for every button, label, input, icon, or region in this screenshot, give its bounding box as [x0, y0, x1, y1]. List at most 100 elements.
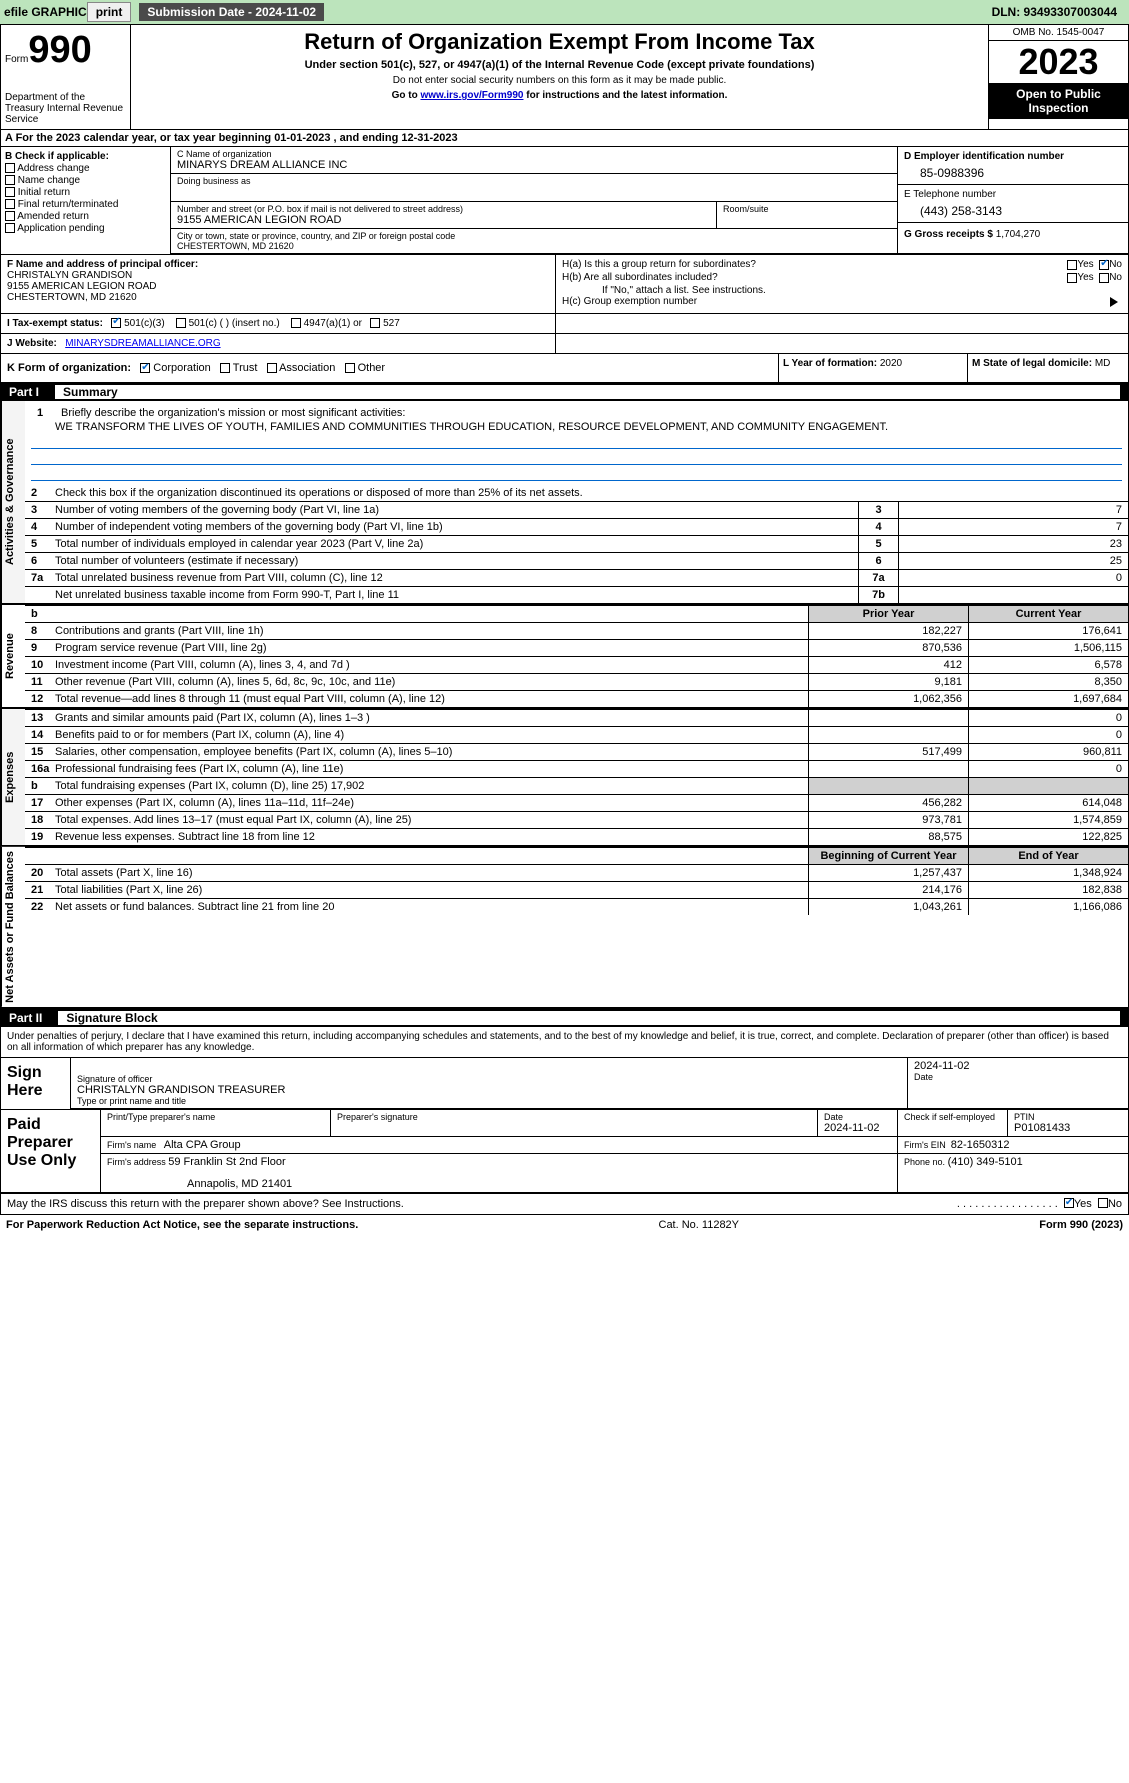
paid-preparer-area: Paid Preparer Use Only Print/Type prepar… — [1, 1110, 1128, 1194]
line2-label: Check this box if the organization disco… — [55, 487, 1122, 499]
lbl-4947: 4947(a)(1) or — [304, 318, 362, 329]
check-app-pending[interactable] — [5, 223, 15, 233]
j-row: J Website: MINARYSDREAMALLIANCE.ORG — [1, 334, 1128, 354]
hb-no-lbl: No — [1109, 272, 1122, 283]
firm-name-lbl: Firm's name — [107, 1140, 156, 1150]
hb-yes[interactable] — [1067, 273, 1077, 283]
print-button[interactable]: print — [87, 2, 132, 22]
r22c: 1,166,086 — [968, 899, 1128, 915]
form-subtitle-3: Go to www.irs.gov/Form990 for instructio… — [135, 90, 984, 101]
r18p: 973,781 — [808, 812, 968, 828]
check-501c[interactable] — [176, 318, 186, 328]
r21p: 214,176 — [808, 882, 968, 898]
arrow-icon — [1110, 297, 1118, 307]
submission-date: Submission Date - 2024-11-02 — [139, 3, 324, 21]
hdr-beg: Beginning of Current Year — [808, 848, 968, 864]
check-amended[interactable] — [5, 211, 15, 221]
may-no[interactable] — [1098, 1198, 1108, 1208]
sig-date: 2024-11-02 — [914, 1060, 1122, 1072]
vtab-ag: Activities & Governance — [1, 401, 25, 603]
l-label: L Year of formation: — [783, 358, 877, 369]
r17p: 456,282 — [808, 795, 968, 811]
addr-label: Number and street (or P.O. box if mail i… — [177, 204, 710, 214]
l20: Total assets (Part X, line 16) — [55, 867, 193, 879]
footer-right: Form 990 (2023) — [1039, 1219, 1123, 1231]
phone-label: E Telephone number — [904, 189, 1122, 200]
line6: Total number of volunteers (estimate if … — [55, 555, 298, 567]
officer-city: CHESTERTOWN, MD 21620 — [7, 292, 549, 303]
hb-no[interactable] — [1099, 273, 1109, 283]
r14p — [808, 727, 968, 743]
form-title: Return of Organization Exempt From Incom… — [135, 29, 984, 55]
check-initial-return[interactable] — [5, 187, 15, 197]
check-other[interactable] — [345, 363, 355, 373]
r19p: 88,575 — [808, 829, 968, 845]
paid-label: Paid Preparer Use Only — [1, 1110, 101, 1192]
ha-yes[interactable] — [1067, 260, 1077, 270]
l18: Total expenses. Add lines 13–17 (must eq… — [55, 814, 411, 826]
street-address: 9155 AMERICAN LEGION ROAD — [177, 214, 710, 226]
lbl-assoc: Association — [279, 362, 335, 374]
f-label: F Name and address of principal officer: — [7, 259, 549, 270]
may-yes[interactable] — [1064, 1198, 1074, 1208]
ptin-val: P01081433 — [1014, 1122, 1070, 1134]
ha-no[interactable] — [1099, 260, 1109, 270]
sig-officer-name: CHRISTALYN GRANDISON TREASURER — [77, 1084, 901, 1096]
form-subtitle-1: Under section 501(c), 527, or 4947(a)(1)… — [135, 59, 984, 71]
check-527[interactable] — [370, 318, 380, 328]
sig-date-lbl: Date — [914, 1072, 1122, 1082]
r10p: 412 — [808, 657, 968, 673]
lbl-other: Other — [358, 362, 386, 374]
r9c: 1,506,115 — [968, 640, 1128, 656]
prep-date-lbl: Date — [824, 1112, 843, 1122]
r8p: 182,227 — [808, 623, 968, 639]
l14: Benefits paid to or for members (Part IX… — [55, 729, 344, 741]
website-link[interactable]: MINARYSDREAMALLIANCE.ORG — [65, 338, 220, 349]
sig-officer-lbl: Signature of officer — [77, 1074, 901, 1084]
r12c: 1,697,684 — [968, 691, 1128, 707]
check-corp[interactable] — [140, 363, 150, 373]
check-address-change[interactable] — [5, 163, 15, 173]
r15c: 960,811 — [968, 744, 1128, 760]
line7b: Net unrelated business taxable income fr… — [55, 589, 399, 601]
hdr-end: End of Year — [968, 848, 1128, 864]
check-final-return[interactable] — [5, 199, 15, 209]
firm-phone: (410) 349-5101 — [948, 1156, 1023, 1168]
l19: Revenue less expenses. Subtract line 18 … — [55, 831, 315, 843]
hb-label: H(b) Are all subordinates included? — [562, 272, 1067, 283]
check-trust[interactable] — [220, 363, 230, 373]
r11c: 8,350 — [968, 674, 1128, 690]
irs-link[interactable]: www.irs.gov/Form990 — [420, 90, 523, 101]
col-b-header: B Check if applicable: — [5, 151, 166, 162]
v7a: 0 — [898, 570, 1128, 586]
check-4947[interactable] — [291, 318, 301, 328]
r13p — [808, 710, 968, 726]
m-label: M State of legal domicile: — [972, 358, 1092, 369]
officer-name: CHRISTALYN GRANDISON — [7, 270, 549, 281]
klm-row: K Form of organization: Corporation Trus… — [1, 354, 1128, 383]
l11: Other revenue (Part VIII, column (A), li… — [55, 676, 395, 688]
summary-rev: Revenue bPrior YearCurrent Year 8Contrib… — [1, 605, 1128, 709]
line4: Number of independent voting members of … — [55, 521, 443, 533]
open-to-public: Open to Public Inspection — [989, 83, 1128, 119]
d-box: D Employer identification number 85-0988… — [898, 147, 1128, 253]
check-501c3[interactable] — [111, 318, 121, 328]
form-label: Form — [5, 54, 28, 65]
dln-label: DLN: 93493307003044 — [992, 5, 1125, 19]
check-name-change[interactable] — [5, 175, 15, 185]
hb-yes-lbl: Yes — [1077, 272, 1093, 283]
v3: 7 — [898, 502, 1128, 518]
c-box: C Name of organization MINARYS DREAM ALL… — [171, 147, 898, 253]
part2-header: Part II Signature Block — [1, 1009, 1128, 1027]
i-label: I Tax-exempt status: — [7, 318, 103, 329]
f-box: F Name and address of principal officer:… — [1, 255, 556, 313]
lbl-trust: Trust — [233, 362, 258, 374]
sign-here-area: Sign Here Signature of officer CHRISTALY… — [1, 1058, 1128, 1110]
lbl-app-pending: Application pending — [17, 223, 104, 234]
part1-title: Summary — [55, 385, 1120, 399]
check-assoc[interactable] — [267, 363, 277, 373]
c-name-label: C Name of organization — [177, 149, 891, 159]
hdr-prior: Prior Year — [808, 606, 968, 622]
header-left: Form 990 Department of the Treasury Inte… — [1, 25, 131, 129]
r9p: 870,536 — [808, 640, 968, 656]
